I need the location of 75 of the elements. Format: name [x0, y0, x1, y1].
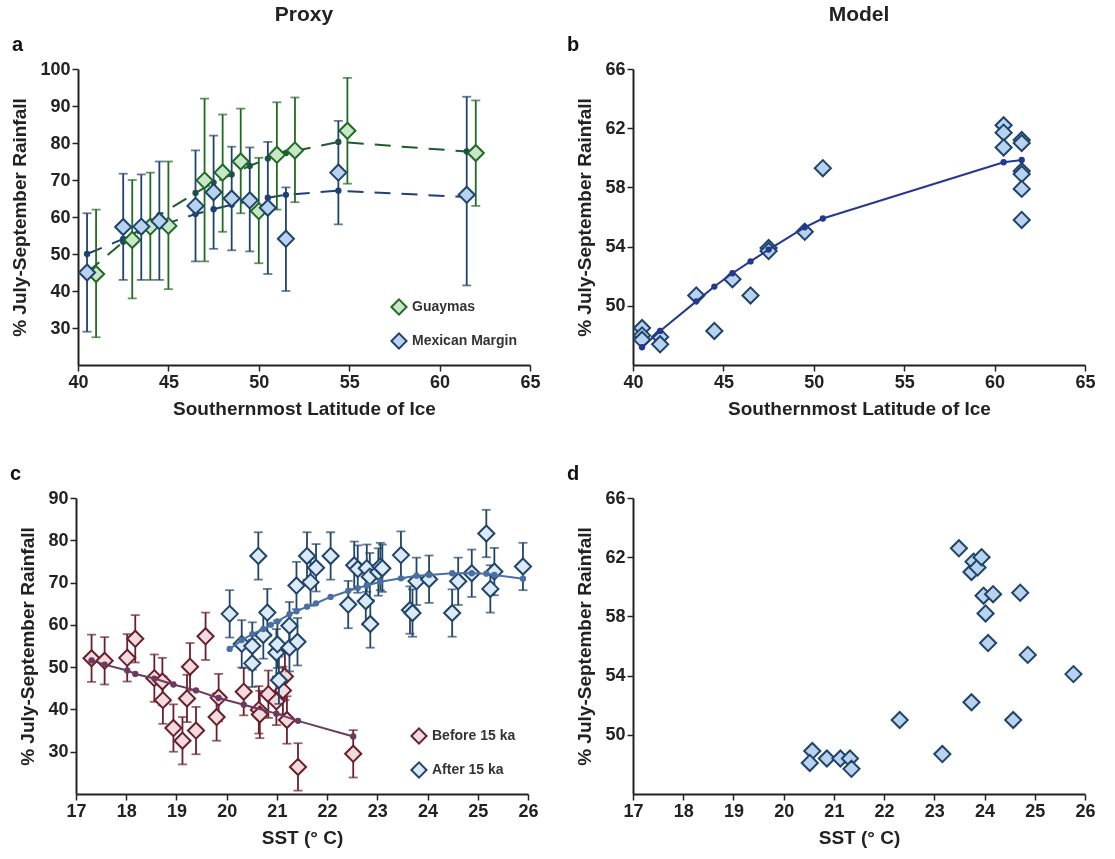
x-tick-label: 18 [116, 800, 137, 821]
y-tick-label: 54 [605, 665, 626, 686]
y-tick-label: 50 [605, 724, 626, 745]
y-tick-label: 62 [605, 117, 626, 138]
chart-title: Proxy [274, 2, 334, 25]
y-tick-label: 60 [48, 614, 69, 635]
x-tick-label: 24 [975, 800, 996, 821]
y-tick-label: 30 [48, 741, 69, 762]
x-tick-label: 45 [713, 371, 734, 392]
x-tick-label: 22 [317, 800, 338, 821]
y-tick-label: 40 [48, 698, 69, 719]
y-axis-title: % July-September Rainfall [9, 98, 31, 337]
chart-title: Model [828, 2, 890, 25]
legend-label: After 15 ka [432, 761, 504, 777]
x-tick-label: 60 [985, 371, 1006, 392]
y-tick-label: 50 [48, 656, 69, 677]
x-tick-label: 26 [1075, 800, 1096, 821]
x-tick-label: 20 [217, 800, 238, 821]
x-tick-label: 45 [158, 371, 179, 392]
x-tick-label: 24 [418, 800, 439, 821]
x-axis-title: SST (° C) [261, 826, 344, 848]
y-tick-label: 30 [50, 317, 71, 338]
y-tick-label: 40 [50, 280, 71, 301]
legend-label: Mexican Margin [412, 332, 518, 348]
x-tick-label: 40 [623, 371, 644, 392]
text: b [567, 33, 580, 55]
y-tick-label: 80 [50, 132, 71, 153]
text: c [10, 462, 22, 484]
x-tick-label: 25 [1025, 800, 1046, 821]
y-tick-label: 70 [48, 572, 69, 593]
legend-label: Before 15 ka [432, 727, 516, 743]
x-tick-label: 55 [894, 371, 915, 392]
y-tick-label: 58 [605, 176, 626, 197]
text: d [567, 462, 580, 484]
x-tick-label: 23 [924, 800, 945, 821]
x-tick-label: 40 [68, 371, 89, 392]
y-tick-label: 50 [605, 295, 626, 316]
x-tick-label: 23 [367, 800, 388, 821]
y-tick-label: 66 [605, 58, 626, 79]
y-tick-label: 90 [50, 95, 71, 116]
y-tick-label: 62 [605, 546, 626, 567]
x-tick-label: 25 [468, 800, 489, 821]
y-tick-label: 54 [605, 236, 626, 257]
x-tick-label: 21 [267, 800, 288, 821]
x-axis-title: SST (° C) [818, 826, 901, 848]
x-tick-label: 50 [249, 371, 270, 392]
x-tick-label: 17 [66, 800, 87, 821]
y-tick-label: 60 [50, 206, 71, 227]
x-tick-label: 60 [430, 371, 451, 392]
x-tick-label: 55 [339, 371, 360, 392]
x-tick-label: 20 [774, 800, 795, 821]
x-tick-label: 65 [1075, 371, 1096, 392]
y-axis-title: % July-September Rainfall [574, 527, 596, 766]
y-tick-label: 50 [50, 243, 71, 264]
y-tick-label: 100 [40, 58, 71, 79]
y-tick-label: 70 [50, 169, 71, 190]
x-tick-label: 17 [623, 800, 644, 821]
y-tick-label: 90 [48, 487, 69, 508]
x-tick-label: 19 [166, 800, 187, 821]
x-tick-label: 50 [804, 371, 825, 392]
y-axis-title: % July-September Rainfall [574, 98, 596, 337]
x-axis-title: Southernmost Latitude of Ice [728, 397, 991, 419]
y-tick-label: 66 [605, 487, 626, 508]
x-tick-label: 65 [520, 371, 541, 392]
x-tick-label: 22 [874, 800, 895, 821]
y-axis-title: % July-September Rainfall [17, 527, 39, 766]
x-tick-label: 21 [824, 800, 845, 821]
text: a [12, 33, 24, 55]
x-tick-label: 19 [723, 800, 744, 821]
y-tick-label: 58 [605, 605, 626, 626]
y-tick-label: 80 [48, 529, 69, 550]
x-tick-label: 26 [518, 800, 539, 821]
x-axis-title: Southernmost Latitude of Ice [173, 397, 436, 419]
x-tick-label: 18 [673, 800, 694, 821]
legend-label: Guaymas [412, 298, 476, 314]
